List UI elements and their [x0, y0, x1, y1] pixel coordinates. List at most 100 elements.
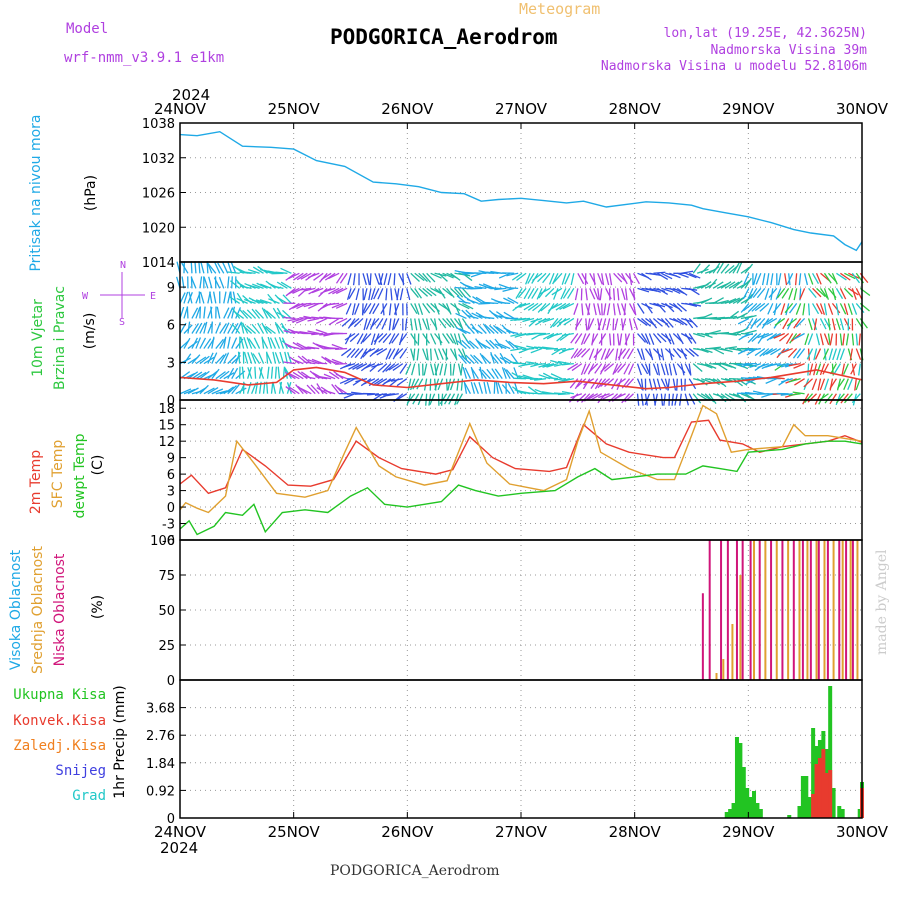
- wind-vector: [335, 287, 348, 295]
- wind-vector: [672, 348, 682, 359]
- wind-vector: [203, 276, 209, 289]
- wind-vector: [198, 261, 201, 274]
- wind-vector: [241, 366, 245, 379]
- wind-vector: [288, 287, 300, 295]
- wind-vector: [807, 363, 810, 376]
- wind-vector: [822, 363, 830, 375]
- wind-vector: [409, 378, 416, 391]
- model-label: Model: [66, 21, 108, 37]
- wind-vector: [450, 302, 461, 312]
- wind-vector: [230, 261, 237, 274]
- wind-vector: [392, 363, 404, 371]
- wind-vector: [426, 287, 437, 297]
- wind-vector: [517, 287, 527, 298]
- wind-vector: [728, 310, 740, 319]
- wind-vector: [676, 333, 684, 345]
- wind-vector: [214, 262, 221, 274]
- wind-vector: [609, 273, 613, 286]
- wind-vector: [418, 303, 424, 315]
- wind-vector: [563, 317, 575, 326]
- wind-vector: [847, 378, 853, 391]
- xtick-label-top: 30NOV: [836, 100, 889, 118]
- wind-vector: [335, 272, 344, 284]
- wind-vector: [199, 322, 206, 334]
- wind-vector: [835, 303, 840, 316]
- ytick-label: 6: [167, 468, 175, 483]
- wind-vector: [449, 378, 456, 391]
- precip-bar: [752, 791, 757, 818]
- wind-vector: [600, 378, 611, 387]
- wind-vector: [692, 363, 703, 373]
- wind-vector: [461, 348, 468, 361]
- wind-vector: [323, 389, 336, 395]
- wind-vector: [574, 318, 583, 330]
- wind-vector: [827, 318, 831, 331]
- wind-vector: [344, 378, 356, 385]
- ytick-label: 0: [167, 501, 175, 516]
- wind-vector: [498, 343, 511, 350]
- wind-vector: [366, 273, 371, 286]
- wind-vector: [622, 348, 631, 359]
- wind-vector: [560, 288, 567, 300]
- wind-vector: [811, 272, 820, 285]
- wind-vector: [211, 336, 215, 349]
- ylabel-precip: 1hr Precip (mm): [112, 685, 128, 798]
- wind-vector: [615, 378, 626, 387]
- wind-vector: [612, 318, 615, 331]
- lonlat-text: lon,lat (19.25E, 42.3625N): [664, 26, 868, 41]
- wind-vector: [755, 273, 762, 285]
- ylabel-temp2m: 2m Temp: [28, 450, 44, 514]
- wind-vector: [591, 333, 599, 345]
- wind-vector: [478, 382, 483, 394]
- wind-vector: [684, 333, 693, 344]
- wind-vector: [562, 378, 575, 383]
- wind-vector: [795, 318, 806, 328]
- wind-vector: [586, 393, 599, 401]
- wind-vector: [316, 317, 328, 325]
- wind-vector: [465, 339, 475, 350]
- wind-vector: [793, 318, 802, 329]
- wind-vector: [460, 378, 464, 391]
- wind-vector: [307, 272, 320, 279]
- ytick-label: 3: [167, 485, 175, 500]
- wind-vector: [815, 333, 821, 346]
- wind-vector: [392, 348, 400, 360]
- wind-vector: [368, 288, 372, 301]
- ytick-label: 1026: [142, 187, 175, 202]
- wind-vector: [724, 393, 736, 401]
- wind-vector: [700, 347, 713, 354]
- wind-vector: [448, 393, 456, 405]
- wind-vector: [393, 318, 400, 330]
- wind-vector: [620, 288, 626, 301]
- wind-vector: [211, 368, 220, 380]
- wind-vector: [272, 351, 277, 364]
- ytick-label: 15: [158, 419, 175, 434]
- wind-vector: [649, 287, 662, 293]
- wind-vector: [593, 273, 596, 286]
- wind-vector: [672, 302, 683, 313]
- wind-vector: [534, 378, 547, 381]
- wind-vector: [585, 303, 591, 316]
- wind-vector: [227, 276, 230, 289]
- xtick-label-bottom: 27NOV: [495, 823, 548, 841]
- wind-vector: [847, 303, 853, 315]
- wind-vector: [387, 273, 392, 286]
- wind-vector: [478, 368, 487, 380]
- wind-vector: [456, 340, 467, 350]
- wind-vector: [709, 317, 722, 321]
- precip-bar: [738, 743, 743, 818]
- wind-vector: [261, 322, 269, 334]
- wind-dir-legend-W: W: [82, 291, 89, 302]
- ytick-label: 18: [158, 402, 175, 417]
- wind-vector: [736, 378, 748, 386]
- wind-vector: [454, 286, 467, 289]
- precip-bar: [821, 749, 826, 818]
- wind-vector: [623, 363, 631, 375]
- wind-vector: [434, 303, 440, 315]
- wind-vector: [243, 336, 249, 349]
- wind-vector: [788, 378, 801, 383]
- wind-vector: [712, 297, 724, 304]
- wind-vector: [450, 272, 461, 281]
- ylabel-temp-unit: (C): [90, 455, 106, 476]
- wind-vector: [809, 363, 814, 376]
